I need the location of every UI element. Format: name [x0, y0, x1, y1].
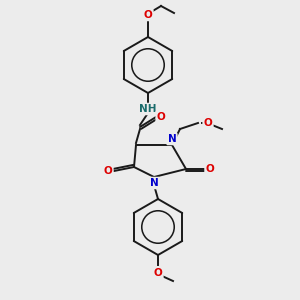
Text: O: O — [154, 268, 162, 278]
Text: N: N — [168, 134, 176, 144]
Text: O: O — [157, 112, 165, 122]
Text: O: O — [144, 10, 152, 20]
Text: O: O — [103, 166, 112, 176]
Text: O: O — [204, 118, 212, 128]
Text: N: N — [150, 178, 158, 188]
Text: NH: NH — [139, 104, 157, 114]
Text: O: O — [206, 164, 214, 174]
